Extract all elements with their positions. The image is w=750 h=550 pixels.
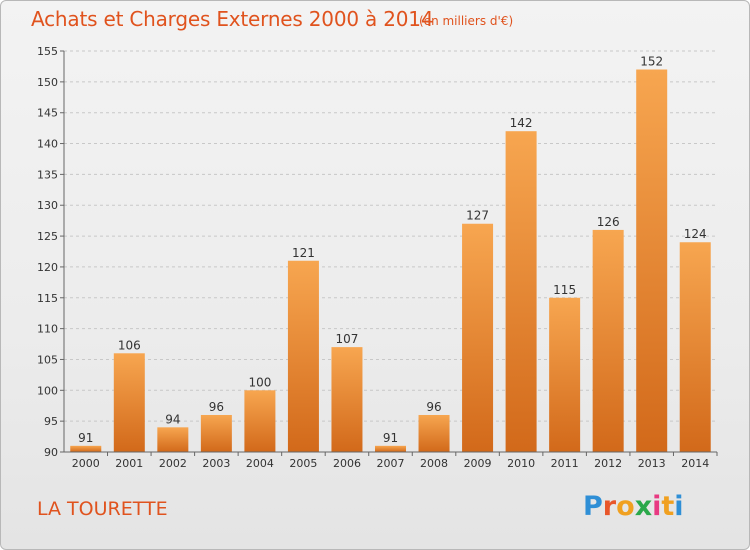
x-tick-label: 2008: [420, 457, 448, 470]
y-tick-label: 150: [37, 76, 58, 89]
x-tick-label: 2000: [72, 457, 100, 470]
data-label: 121: [292, 246, 315, 260]
y-tick-label: 140: [37, 138, 58, 151]
y-tick-label: 115: [37, 292, 58, 305]
bar-2001: [113, 353, 145, 452]
data-label: 115: [553, 283, 576, 297]
x-tick-label: 2007: [377, 457, 405, 470]
data-label: 96: [426, 400, 441, 414]
x-tick-label: 2011: [551, 457, 579, 470]
bar-2005: [287, 260, 319, 452]
bar-2007: [375, 445, 406, 452]
y-tick-label: 125: [37, 230, 58, 243]
bar-2004: [244, 390, 276, 452]
bar-2000: [70, 445, 102, 452]
bar-2009: [462, 223, 494, 452]
bar-2010: [505, 131, 537, 452]
y-tick-label: 130: [37, 199, 58, 212]
data-label: 94: [165, 412, 180, 426]
y-tick-label: 95: [44, 415, 58, 428]
bar-2012: [592, 229, 624, 452]
data-label: 91: [383, 431, 398, 445]
x-tick-label: 2010: [507, 457, 535, 470]
data-label: 91: [78, 431, 93, 445]
x-tick-label: 2009: [464, 457, 492, 470]
bar-2008: [418, 414, 450, 452]
data-label: 107: [336, 332, 359, 346]
y-tick-label: 110: [37, 323, 58, 336]
data-label: 152: [640, 55, 663, 69]
x-tick-label: 2003: [202, 457, 230, 470]
y-tick-label: 90: [44, 446, 58, 459]
bar-2011: [549, 297, 581, 452]
chart-unit: (en milliers d'€): [419, 14, 514, 28]
data-label: 127: [466, 209, 489, 223]
x-tick-label: 2002: [159, 457, 187, 470]
data-label: 100: [248, 375, 271, 389]
x-tick-label: 2001: [115, 457, 143, 470]
data-label: 96: [209, 400, 224, 414]
bar-2014: [679, 242, 711, 452]
y-tick-label: 120: [37, 261, 58, 274]
bar-2003: [200, 414, 232, 452]
bar-2002: [157, 427, 189, 452]
bar-2013: [636, 69, 668, 452]
data-label: 124: [684, 227, 707, 241]
bar-2006: [331, 347, 363, 452]
data-label: 126: [597, 215, 620, 229]
x-tick-label: 2013: [638, 457, 666, 470]
data-label: 106: [118, 338, 141, 352]
y-tick-label: 145: [37, 107, 58, 120]
data-label: 142: [510, 116, 533, 130]
y-tick-label: 135: [37, 168, 58, 181]
x-tick-label: 2014: [681, 457, 709, 470]
x-tick-label: 2012: [594, 457, 622, 470]
chart-title: Achats et Charges Externes 2000 à 2014: [31, 7, 434, 31]
y-tick-label: 105: [37, 353, 58, 366]
x-tick-label: 2004: [246, 457, 274, 470]
proxiti-logo: Proxiti: [583, 491, 684, 522]
x-tick-label: 2006: [333, 457, 361, 470]
x-tick-label: 2005: [289, 457, 317, 470]
y-tick-label: 100: [37, 384, 58, 397]
y-tick-label: 155: [37, 45, 58, 58]
commune-name: LA TOURETTE: [37, 498, 168, 520]
